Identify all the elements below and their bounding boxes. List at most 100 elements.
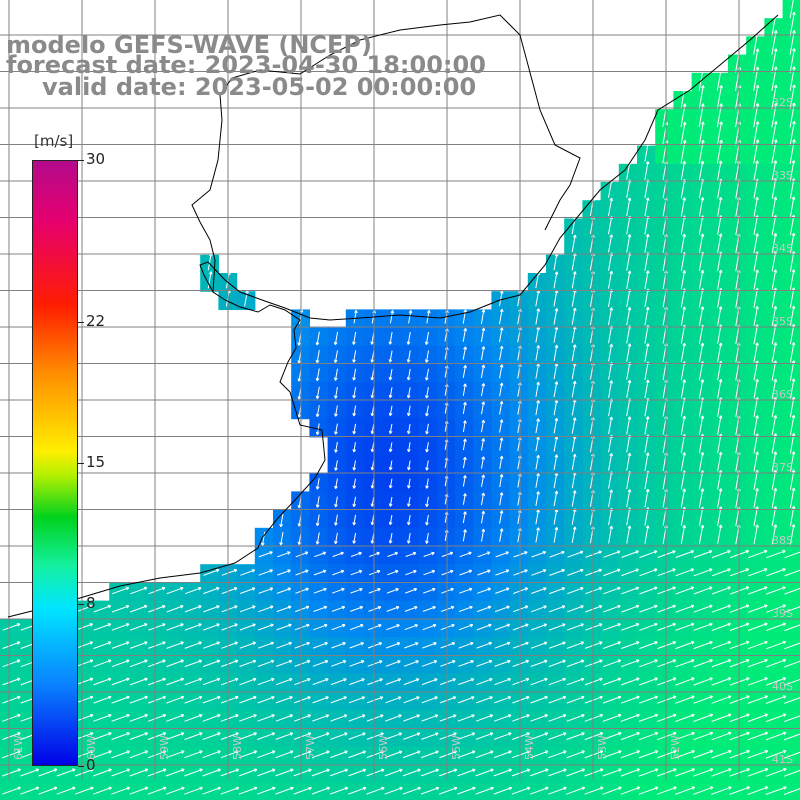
wind-arrowhead bbox=[394, 551, 398, 556]
wind-arrowhead bbox=[287, 551, 291, 555]
wind-arrow bbox=[626, 398, 631, 417]
wind-arrowhead bbox=[397, 678, 402, 682]
wind-arrowhead bbox=[499, 455, 504, 460]
wind-arrow bbox=[771, 451, 777, 472]
wind-arrowhead bbox=[270, 641, 274, 646]
wind-arrowhead bbox=[450, 605, 455, 610]
wind-arrow bbox=[789, 121, 795, 146]
wind-arrowhead bbox=[508, 750, 512, 754]
wind-arrowhead bbox=[773, 30, 778, 34]
wind-arrow bbox=[129, 768, 148, 777]
wind-arrowhead bbox=[791, 433, 796, 437]
wind-arrowhead bbox=[304, 551, 309, 555]
wind-arrowhead bbox=[89, 695, 94, 700]
wind-arrow bbox=[129, 732, 148, 740]
wind-arrow bbox=[753, 160, 758, 181]
wind-arrowhead bbox=[682, 121, 687, 126]
wind-arrowhead bbox=[489, 678, 493, 682]
wind-arrow bbox=[584, 678, 603, 686]
wind-arrow bbox=[494, 642, 511, 649]
wind-arrow bbox=[111, 641, 130, 649]
wind-arrowhead bbox=[782, 695, 787, 699]
wind-arrow bbox=[353, 405, 357, 417]
wind-arrowhead bbox=[572, 234, 577, 238]
wind-arrow bbox=[693, 641, 713, 650]
wind-arrowhead bbox=[108, 713, 112, 718]
wind-arrow bbox=[477, 569, 491, 576]
wind-arrow bbox=[462, 511, 466, 524]
wind-arrowhead bbox=[271, 750, 276, 754]
wind-arrow bbox=[698, 288, 704, 308]
wind-arrowhead bbox=[727, 622, 731, 627]
wind-arrowhead bbox=[536, 418, 540, 422]
wind-arrow bbox=[386, 588, 399, 594]
wind-arrow bbox=[789, 84, 795, 110]
wind-arrow bbox=[238, 787, 258, 795]
wind-arrow bbox=[476, 660, 493, 667]
wind-arrow bbox=[698, 121, 704, 146]
wind-arrowhead bbox=[536, 491, 540, 495]
wind-arrow bbox=[584, 732, 603, 741]
wind-arrowhead bbox=[654, 586, 658, 591]
wind-arrow bbox=[644, 343, 649, 362]
wind-arrow bbox=[698, 434, 704, 454]
wind-arrowhead bbox=[144, 750, 149, 754]
wind-arrow bbox=[657, 696, 677, 704]
wind-arrowhead bbox=[17, 750, 21, 754]
wind-arrowhead bbox=[144, 677, 148, 682]
wind-arrowhead bbox=[755, 84, 760, 89]
wind-arrow bbox=[316, 350, 320, 363]
wind-arrowhead bbox=[691, 659, 695, 663]
wind-arrowhead bbox=[89, 641, 94, 645]
wind-arrowhead bbox=[718, 233, 723, 237]
wind-arrow bbox=[20, 787, 39, 795]
wind-arrow bbox=[184, 678, 202, 686]
wind-arrowhead bbox=[673, 786, 677, 790]
wind-arrow bbox=[148, 678, 166, 686]
wind-arrowhead bbox=[324, 641, 328, 646]
wind-arrow bbox=[348, 787, 367, 795]
wind-arrow bbox=[567, 569, 584, 576]
wind-arrowhead bbox=[580, 586, 584, 591]
wind-arrow bbox=[349, 624, 364, 631]
wind-arrowhead bbox=[536, 472, 540, 477]
wind-arrow bbox=[698, 379, 704, 399]
wind-arrow bbox=[166, 641, 184, 649]
wind-arrow bbox=[553, 399, 558, 416]
wind-arrow bbox=[603, 550, 621, 558]
wind-arrow bbox=[608, 325, 613, 344]
wind-arrowhead bbox=[572, 307, 577, 312]
wind-arrow bbox=[426, 387, 429, 399]
wind-arrowhead bbox=[425, 485, 429, 489]
wind-arrowhead bbox=[431, 551, 435, 556]
wind-arrow bbox=[129, 623, 148, 631]
wind-arrow bbox=[771, 524, 777, 545]
wind-arrowhead bbox=[609, 525, 614, 530]
wind-arrow bbox=[571, 526, 576, 543]
wind-arrow bbox=[621, 550, 639, 558]
wind-arrow bbox=[462, 383, 466, 396]
wind-arrowhead bbox=[162, 641, 166, 645]
wind-arrowhead bbox=[352, 395, 356, 399]
wind-arrowhead bbox=[672, 604, 676, 609]
wind-arrow bbox=[93, 750, 112, 759]
wind-arrowhead bbox=[599, 659, 603, 663]
wind-arrow bbox=[330, 678, 347, 686]
wind-arrowhead bbox=[315, 486, 320, 490]
wind-arrowhead bbox=[599, 732, 604, 736]
wind-arrowhead bbox=[388, 412, 393, 417]
wind-arrow bbox=[675, 550, 694, 558]
wind-arrow bbox=[129, 678, 148, 686]
wind-arrow bbox=[675, 605, 695, 613]
wind-arrow bbox=[608, 471, 613, 489]
wind-arrow bbox=[462, 438, 466, 451]
wind-arrowhead bbox=[290, 786, 294, 791]
wind-arrow bbox=[426, 460, 429, 471]
wind-arrowhead bbox=[126, 768, 130, 772]
wind-arrowhead bbox=[199, 732, 203, 736]
wind-arrowhead bbox=[163, 768, 167, 772]
wind-arrow bbox=[203, 623, 220, 631]
wind-arrow bbox=[549, 605, 566, 613]
wind-arrow bbox=[620, 677, 640, 686]
lon-label: 60W bbox=[85, 735, 98, 760]
